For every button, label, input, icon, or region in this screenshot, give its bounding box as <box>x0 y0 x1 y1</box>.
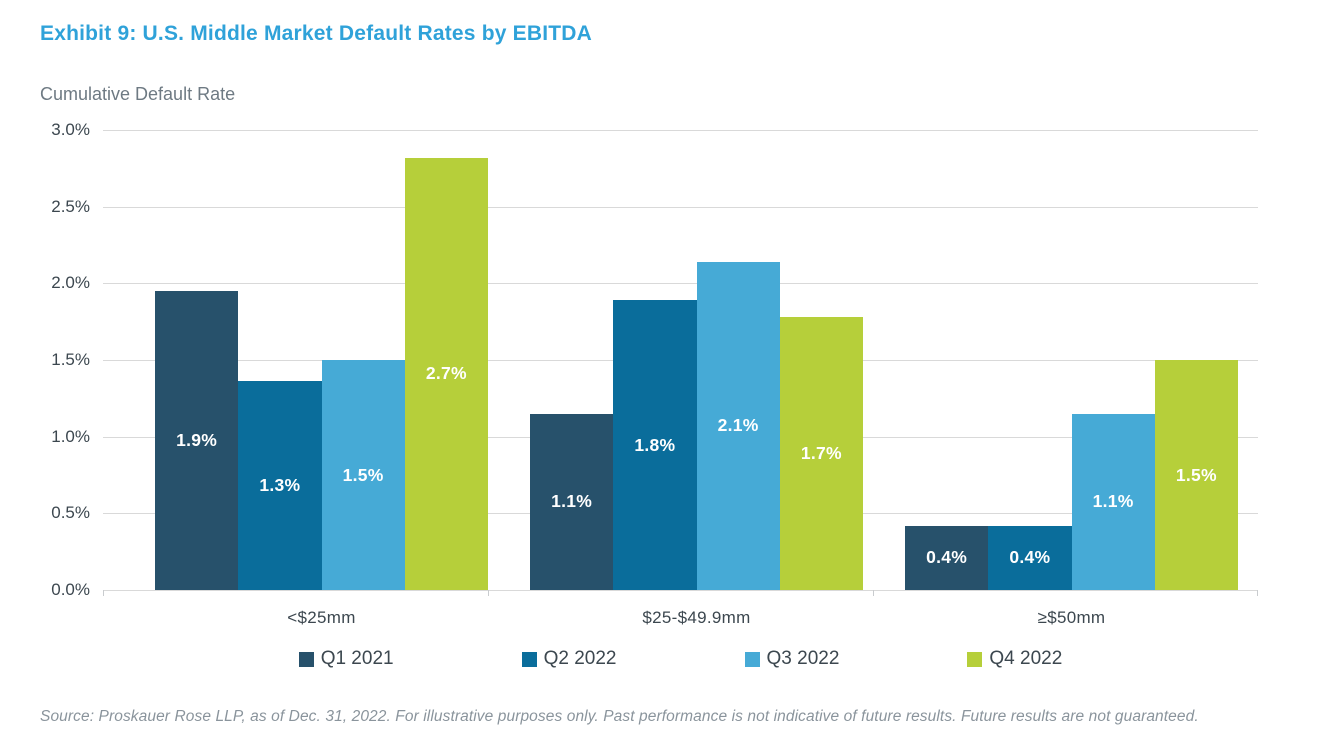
bar-q3-2022: 1.5% <box>321 360 405 590</box>
bar-value-label: 1.3% <box>259 475 301 496</box>
bar-q3-2022: 1.1% <box>1071 413 1155 590</box>
bar-q3-2022: 2.1% <box>696 261 780 590</box>
bar-q2-2022: 0.4% <box>988 525 1072 590</box>
y-axis-tick-label: 3.0% <box>51 120 90 139</box>
y-axis-tick-label: 0.0% <box>51 580 90 599</box>
bar-q2-2022: 1.8% <box>613 300 697 590</box>
gridline <box>103 206 1258 208</box>
y-axis-tick-label: 2.0% <box>51 273 90 293</box>
bar-value-label: 1.5% <box>342 464 384 485</box>
legend-item-q4-2022: Q4 2022 <box>967 648 1062 670</box>
legend-swatch-icon <box>744 651 760 667</box>
bar-q4-2022: 2.7% <box>404 157 488 590</box>
y-axis-tick-label: 0.5% <box>51 503 90 523</box>
legend-label: Q2 2022 <box>543 648 617 669</box>
bar-q1-2021: 1.1% <box>530 413 614 590</box>
x-axis-tick <box>1257 590 1258 596</box>
bar-group-2: 1.1% 1.8% 2.1% 1.7% <box>530 130 863 590</box>
x-axis-tick <box>873 590 874 596</box>
bar-q1-2021: 0.4% <box>905 525 989 590</box>
bar-q4-2022: 1.7% <box>779 317 863 590</box>
plot-area: 3.0% 2.5% 2.0% 1.5% 1.0% 0.5% 0.0% 1.9% 1.3% 1.5%… <box>51 120 1258 627</box>
x-axis-category-label: $25-$49.9mm <box>642 608 751 627</box>
x-axis-tick <box>103 590 104 596</box>
legend-swatch-icon <box>298 651 314 667</box>
bar-group-3: 0.4% 0.4% 1.1% 1.5% <box>905 130 1238 590</box>
bar-value-label: 1.1% <box>551 491 593 512</box>
legend-swatch-icon <box>967 651 983 667</box>
legend: Q1 2021 Q2 2022 Q3 2022 Q4 2022 <box>103 648 1258 670</box>
bar-value-label: 1.8% <box>634 434 676 455</box>
gridline <box>103 130 1258 131</box>
bar-value-label: 1.7% <box>800 443 842 464</box>
y-axis-tick-label: 2.5% <box>51 196 90 216</box>
x-axis-category-label: ≥$50mm <box>1037 608 1106 627</box>
bar-q1-2021: 1.9% <box>155 291 239 590</box>
gridline <box>103 590 1258 591</box>
bar-value-label: 2.7% <box>425 363 467 384</box>
legend-item-q1-2021: Q1 2021 <box>298 648 394 670</box>
bar-value-label: 1.5% <box>1175 464 1217 485</box>
y-axis-tick-label: 1.0% <box>51 426 90 446</box>
legend-label: Q3 2022 <box>766 648 840 669</box>
source-note: Source: Proskauer Rose LLP, as of Dec. 3… <box>40 708 1199 725</box>
legend-label: Q1 2021 <box>320 648 394 669</box>
bar-value-label: 1.1% <box>1092 491 1134 512</box>
bar-value-label: 0.4% <box>1009 547 1051 568</box>
x-axis-category-label: <$25mm <box>287 608 356 627</box>
gridline <box>103 283 1258 285</box>
bar-value-label: 2.1% <box>717 415 759 436</box>
y-axis-tick-label: 1.5% <box>51 350 90 369</box>
bar-value-label: 1.9% <box>176 430 218 450</box>
legend-item-q3-2022: Q3 2022 <box>744 648 840 670</box>
x-axis-tick <box>488 590 489 596</box>
legend-item-q2-2022: Q2 2022 <box>521 648 617 670</box>
exhibit-title: Exhibit 9: U.S. Middle Market Default Ra… <box>40 22 593 45</box>
bar-q4-2022: 1.5% <box>1154 360 1238 590</box>
bar-group-1: 1.9% 1.3% 1.5% 2.7% <box>155 130 488 590</box>
y-axis-title: Cumulative Default Rate <box>40 84 236 104</box>
bar-q2-2022: 1.3% <box>238 381 322 590</box>
legend-label: Q4 2022 <box>989 648 1063 669</box>
legend-swatch-icon <box>521 651 537 667</box>
bar-value-label: 0.4% <box>926 547 968 568</box>
